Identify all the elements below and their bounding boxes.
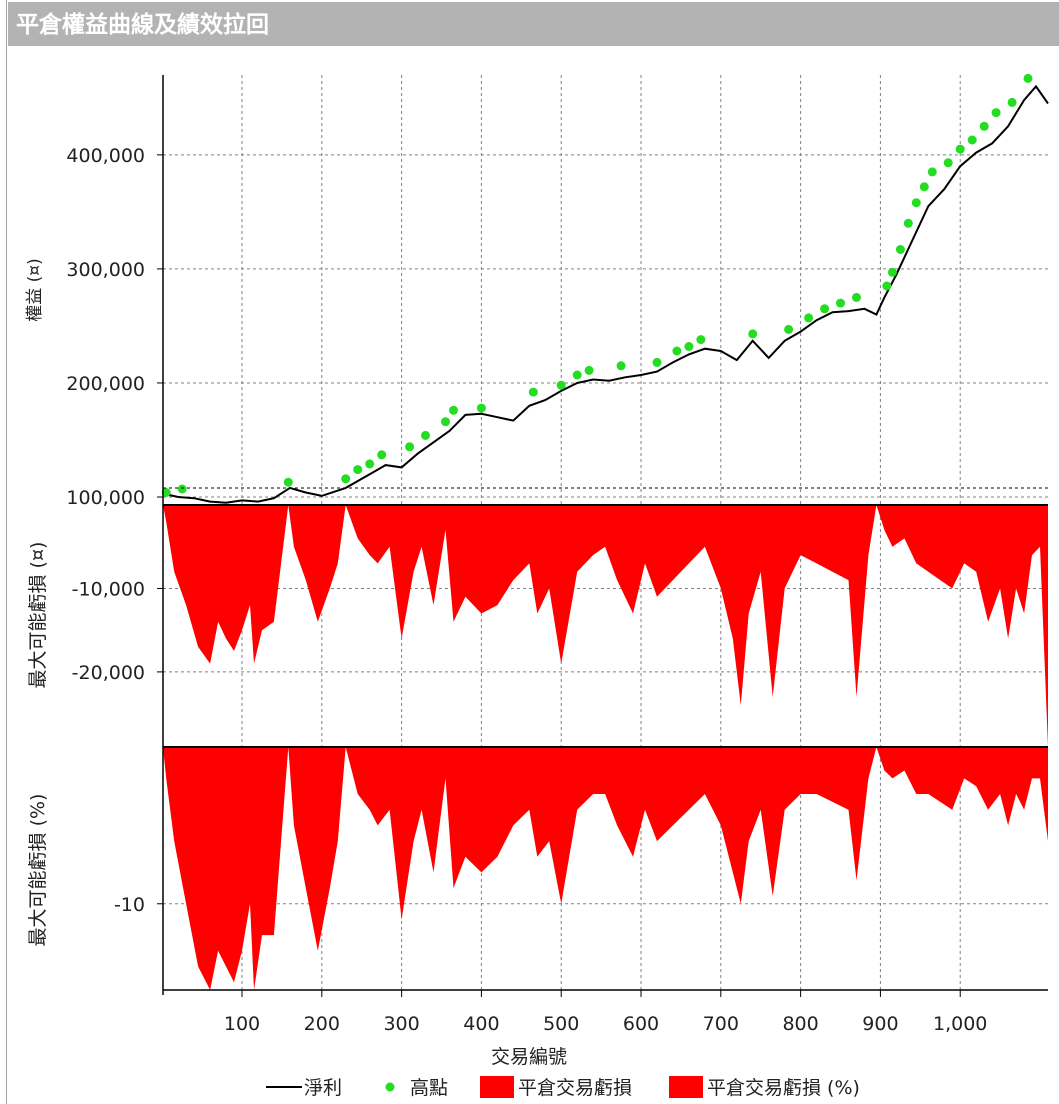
high-point xyxy=(919,182,929,192)
high-point xyxy=(441,417,450,427)
high-point xyxy=(616,361,626,371)
equity-ytick-label: 300,000 xyxy=(66,259,145,281)
high-point xyxy=(672,346,682,356)
high-point xyxy=(820,304,830,314)
xtick-label: 500 xyxy=(543,1013,579,1035)
legend-net-profit: 淨利 xyxy=(304,1077,342,1099)
high-point xyxy=(161,488,171,497)
equity-line xyxy=(162,84,1049,504)
high-point xyxy=(979,121,989,131)
legend: 淨利 高點 平倉交易虧損 平倉交易虧損 (%) xyxy=(266,1076,860,1099)
legend-dot-swatch xyxy=(385,1082,395,1092)
drawdown-percent-axis-label: 最大可能虧損 (%) xyxy=(27,794,49,947)
high-point xyxy=(353,465,363,475)
high-point xyxy=(365,459,375,469)
high-point xyxy=(903,218,913,228)
window-title: 平倉權益曲線及績效拉回 xyxy=(8,2,1059,46)
high-point xyxy=(927,167,937,177)
high-point xyxy=(852,292,861,302)
high-point xyxy=(784,324,794,334)
drawdown-amount-ytick-label: -20,000 xyxy=(72,662,145,684)
xtick-label: 700 xyxy=(703,1013,739,1035)
legend-red-swatch-1 xyxy=(480,1076,514,1098)
high-point xyxy=(528,387,538,397)
equity-ytick-label: 400,000 xyxy=(66,145,145,167)
xtick-label: 100 xyxy=(224,1013,260,1035)
high-point xyxy=(684,342,694,351)
x-axis-label: 交易編號 xyxy=(491,1046,567,1068)
xtick-label: 800 xyxy=(782,1013,818,1035)
high-point xyxy=(836,298,845,308)
drawdown-amount-axis-label: 最大可能虧損 (¤) xyxy=(27,542,49,689)
xtick-label: 200 xyxy=(304,1013,340,1035)
xtick-label: 600 xyxy=(623,1013,659,1035)
series-layer xyxy=(161,73,1049,990)
high-point xyxy=(1007,97,1017,107)
high-point xyxy=(882,281,892,291)
high-point xyxy=(652,357,662,367)
high-point xyxy=(405,442,415,452)
drawdown-percent-ytick-label: -10 xyxy=(114,894,145,916)
equity-panel-grid xyxy=(163,75,1048,505)
high-point xyxy=(556,380,566,390)
high-point xyxy=(449,405,458,415)
high-point xyxy=(421,430,430,440)
legend-red-swatch-2 xyxy=(669,1076,703,1098)
drawdown-amount-area xyxy=(163,505,1048,747)
high-point xyxy=(476,403,486,413)
xtick-label: 300 xyxy=(383,1013,419,1035)
high-point xyxy=(895,245,905,254)
high-point xyxy=(341,474,351,484)
xtick-label: 1,000 xyxy=(933,1013,987,1035)
high-point xyxy=(943,158,953,168)
drawdown-amount-ytick-label: -10,000 xyxy=(72,578,145,600)
high-point xyxy=(804,313,814,323)
legend-dd-amount: 平倉交易虧損 xyxy=(518,1077,632,1099)
high-point xyxy=(887,267,897,277)
legend-dd-percent: 平倉交易虧損 (%) xyxy=(707,1077,860,1099)
high-point xyxy=(991,108,1001,118)
high-point xyxy=(1023,73,1033,83)
high-point xyxy=(177,484,187,494)
high-point xyxy=(748,329,758,339)
xtick-label: 400 xyxy=(463,1013,499,1035)
high-point xyxy=(377,450,387,460)
equity-ytick-label: 100,000 xyxy=(66,487,145,509)
high-point xyxy=(584,365,594,375)
axes-layer: 100,000 200,000 300,000 400,000 -10,000 -20,0… xyxy=(66,75,1048,1035)
equity-axis-label: 權益 (¤) xyxy=(25,258,45,321)
high-point xyxy=(955,144,965,154)
high-point xyxy=(911,198,921,208)
equity-ytick-label: 200,000 xyxy=(66,373,145,395)
high-point xyxy=(572,370,582,380)
high-point xyxy=(967,135,977,145)
high-point xyxy=(696,335,706,345)
legend-highs: 高點 xyxy=(410,1077,448,1099)
high-point xyxy=(283,477,293,487)
drawdown-percent-area xyxy=(163,747,1048,990)
xtick-label: 900 xyxy=(862,1013,898,1035)
